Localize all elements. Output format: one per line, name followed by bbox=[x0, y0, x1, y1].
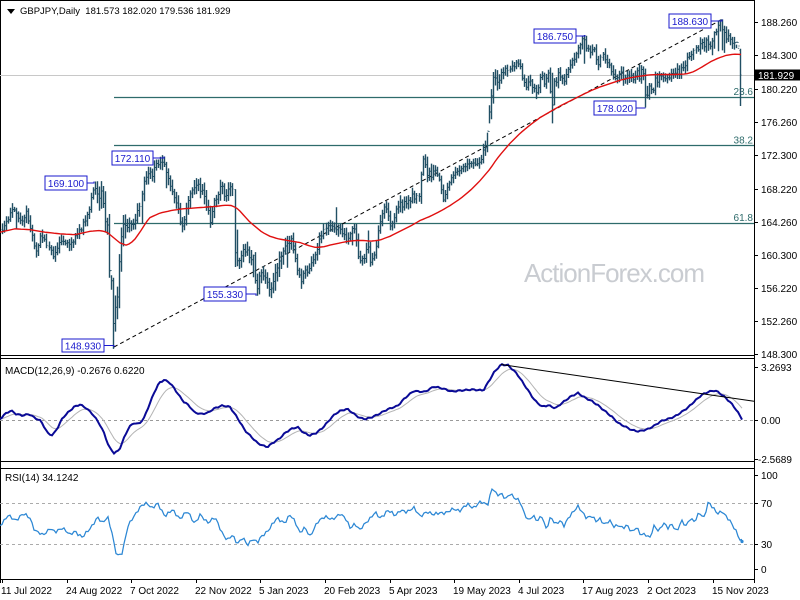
svg-text:172.110: 172.110 bbox=[115, 154, 151, 165]
svg-text:38.2: 38.2 bbox=[734, 135, 754, 146]
svg-text:152.260: 152.260 bbox=[761, 317, 798, 328]
svg-text:181.929: 181.929 bbox=[758, 71, 795, 82]
svg-text:-2.5689: -2.5689 bbox=[758, 455, 792, 466]
svg-text:172.300: 172.300 bbox=[761, 151, 798, 162]
svg-text:4 Jul 2023: 4 Jul 2023 bbox=[518, 586, 565, 597]
svg-text:188.260: 188.260 bbox=[761, 18, 798, 29]
svg-text:100: 100 bbox=[761, 471, 778, 482]
svg-text:2 Oct 2023: 2 Oct 2023 bbox=[647, 586, 696, 597]
svg-text:RSI(14) 34.1242: RSI(14) 34.1242 bbox=[5, 473, 79, 484]
svg-text:0: 0 bbox=[761, 565, 767, 576]
svg-text:169.100: 169.100 bbox=[48, 179, 85, 190]
svg-text:24 Aug 2022: 24 Aug 2022 bbox=[66, 586, 123, 597]
svg-text:23.6: 23.6 bbox=[734, 87, 754, 98]
svg-text:176.260: 176.260 bbox=[761, 118, 798, 129]
svg-text:148.300: 148.300 bbox=[761, 350, 798, 361]
svg-text:GBPJPY,Daily 181.573 182.020: GBPJPY,Daily 181.573 182.020 179.536 181… bbox=[20, 6, 231, 17]
svg-text:164.260: 164.260 bbox=[761, 218, 798, 229]
svg-text:186.750: 186.750 bbox=[537, 32, 574, 43]
svg-text:188.630: 188.630 bbox=[672, 17, 709, 28]
svg-text:61.8: 61.8 bbox=[734, 213, 754, 224]
svg-text:5 Jan 2023: 5 Jan 2023 bbox=[259, 586, 309, 597]
svg-text:11 Jul 2022: 11 Jul 2022 bbox=[1, 586, 52, 597]
svg-text:15 Nov 2023: 15 Nov 2023 bbox=[712, 586, 769, 597]
svg-text:184.300: 184.300 bbox=[761, 51, 798, 62]
svg-text:178.020: 178.020 bbox=[597, 104, 634, 115]
svg-text:70: 70 bbox=[761, 499, 773, 510]
svg-text:160.300: 160.300 bbox=[761, 251, 798, 262]
svg-text:0.00: 0.00 bbox=[761, 416, 781, 427]
svg-text:30: 30 bbox=[761, 540, 773, 551]
svg-text:180.220: 180.220 bbox=[761, 85, 798, 96]
svg-text:156.220: 156.220 bbox=[761, 284, 798, 295]
svg-text:5 Apr 2023: 5 Apr 2023 bbox=[389, 586, 438, 597]
svg-text:MACD(12,26,9) -0.2676 0.6220: MACD(12,26,9) -0.2676 0.6220 bbox=[5, 366, 145, 377]
svg-text:168.220: 168.220 bbox=[761, 185, 798, 196]
svg-text:22 Nov 2022: 22 Nov 2022 bbox=[195, 586, 252, 597]
svg-text:17 Aug 2023: 17 Aug 2023 bbox=[582, 586, 639, 597]
svg-text:148.930: 148.930 bbox=[65, 342, 102, 353]
svg-text:20 Feb 2023: 20 Feb 2023 bbox=[324, 586, 381, 597]
svg-text:ActionForex.com: ActionForex.com bbox=[524, 258, 704, 288]
svg-text:19 May 2023: 19 May 2023 bbox=[453, 586, 511, 597]
svg-text:7 Oct 2022: 7 Oct 2022 bbox=[130, 586, 179, 597]
svg-text:155.330: 155.330 bbox=[207, 290, 244, 301]
svg-text:3.2693: 3.2693 bbox=[761, 363, 792, 374]
